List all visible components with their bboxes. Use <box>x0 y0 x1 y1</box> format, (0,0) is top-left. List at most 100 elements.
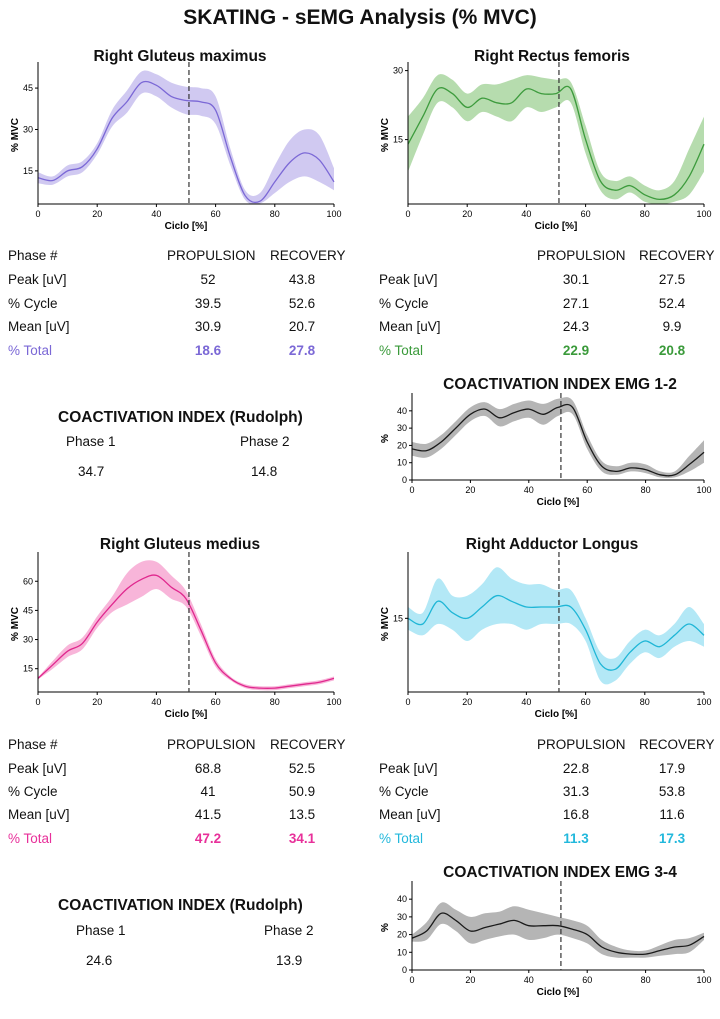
y-tick-label: 20 <box>397 440 407 450</box>
row-label-mean: Mean [uV] <box>379 807 441 822</box>
x-axis-label: Ciclo [%] <box>537 497 580 508</box>
recovery-peak-value: 43.8 <box>288 272 316 287</box>
y-tick-label: 30 <box>23 124 33 134</box>
x-tick-label: 0 <box>35 697 40 707</box>
propulsion-header: PROPULSION <box>537 248 626 263</box>
x-axis-label: Ciclo [%] <box>537 987 580 998</box>
page-title: SKATING - sEMG Analysis (% MVC) <box>183 6 537 29</box>
row-label-cycle: % Cycle <box>8 296 58 311</box>
recovery-peak-value: 52.5 <box>288 761 316 776</box>
propulsion-total-value: 22.9 <box>562 343 590 358</box>
x-tick-label: 20 <box>92 697 102 707</box>
row-label-cycle: % Cycle <box>379 784 429 799</box>
x-tick-label: 100 <box>696 485 711 495</box>
variance-band <box>408 74 704 205</box>
recovery-total-value: 20.8 <box>658 343 686 358</box>
recovery-total-value: 17.3 <box>658 831 686 846</box>
x-tick-label: 40 <box>524 975 534 985</box>
x-tick-label: 40 <box>521 697 531 707</box>
x-tick-label: 20 <box>462 209 472 219</box>
y-tick-label: 30 <box>393 66 403 76</box>
row-label-mean: Mean [uV] <box>379 319 441 334</box>
y-axis-label: % <box>380 923 391 932</box>
row-label-peak: Peak [uV] <box>8 272 67 287</box>
y-tick-label: 0 <box>402 475 407 485</box>
x-tick-label: 100 <box>326 697 341 707</box>
chart-rf: 0 20 40 60 80 100 15 30 Ciclo [%] % MVC <box>380 62 712 232</box>
y-tick-label: 10 <box>397 947 407 957</box>
chart-gmax: 0 20 40 60 80 100 15 30 45 Ciclo [%] % MVC <box>10 62 342 232</box>
recovery-peak-value: 27.5 <box>658 272 686 287</box>
recovery-cycle-value: 52.6 <box>288 296 316 311</box>
y-tick-label: 15 <box>23 664 33 674</box>
recovery-mean-value: 20.7 <box>288 319 316 334</box>
y-tick-label: 60 <box>23 576 33 586</box>
y-tick-label: 40 <box>397 894 407 904</box>
x-tick-label: 40 <box>524 485 534 495</box>
propulsion-peak-value: 68.8 <box>194 761 222 776</box>
row-label-total: % Total <box>379 343 424 358</box>
row-label-peak: Peak [uV] <box>8 761 67 776</box>
x-tick-label: 0 <box>405 697 410 707</box>
x-tick-label: 60 <box>211 697 221 707</box>
row-label-total: % Total <box>8 831 53 846</box>
x-tick-label: 40 <box>151 697 161 707</box>
coactivation-rudolph-title: COACTIVATION INDEX (Rudolph) <box>58 897 303 914</box>
row-label-cycle: % Cycle <box>8 784 58 799</box>
chart-title-gluteus-maximus: Right Gluteus maximus <box>93 48 267 65</box>
row-label-total: % Total <box>8 343 53 358</box>
propulsion-header: PROPULSION <box>167 737 256 752</box>
propulsion-total-value: 47.2 <box>194 831 222 846</box>
y-tick-label: 10 <box>397 458 407 468</box>
variance-band <box>412 902 704 958</box>
phase-2-label: Phase 2 <box>240 434 290 449</box>
propulsion-peak-value: 52 <box>200 272 216 287</box>
variance-band <box>38 560 334 691</box>
recovery-header: RECOVERY <box>639 248 715 263</box>
x-axis-label: Ciclo [%] <box>535 221 578 232</box>
x-tick-label: 20 <box>92 209 102 219</box>
variance-band <box>38 70 334 205</box>
x-tick-label: 60 <box>582 975 592 985</box>
x-tick-label: 60 <box>581 697 591 707</box>
recovery-cycle-value: 52.4 <box>658 296 686 311</box>
row-label-total: % Total <box>379 831 424 846</box>
variance-band <box>412 397 704 479</box>
y-axis-label: % MVC <box>380 607 391 641</box>
row-label-mean: Mean [uV] <box>8 319 70 334</box>
x-tick-label: 0 <box>35 209 40 219</box>
x-tick-label: 20 <box>462 697 472 707</box>
x-tick-label: 0 <box>405 209 410 219</box>
chart-title-coactivation-emg-3-4: COACTIVATION INDEX EMG 3-4 <box>443 864 677 881</box>
propulsion-total-value: 11.3 <box>563 831 589 846</box>
chart-title-coactivation-emg-1-2: COACTIVATION INDEX EMG 1-2 <box>443 376 677 393</box>
chart-title-adductor-longus: Right Adductor Longus <box>465 536 639 553</box>
propulsion-mean-value: 24.3 <box>562 319 590 334</box>
x-tick-label: 80 <box>640 697 650 707</box>
row-label-mean: Mean [uV] <box>8 807 70 822</box>
propulsion-total-value: 18.6 <box>194 343 222 358</box>
row-label-peak: Peak [uV] <box>379 761 438 776</box>
y-tick-label: 0 <box>402 965 407 975</box>
y-axis-label: % MVC <box>380 118 391 152</box>
recovery-cycle-value: 50.9 <box>288 784 316 799</box>
recovery-peak-value: 17.9 <box>658 761 686 776</box>
propulsion-peak-value: 22.8 <box>562 761 590 776</box>
variance-band <box>408 567 704 685</box>
mean-line <box>407 85 705 201</box>
propulsion-header: PROPULSION <box>167 248 256 263</box>
x-tick-label: 80 <box>270 209 280 219</box>
x-tick-label: 60 <box>581 209 591 219</box>
x-tick-label: 80 <box>641 485 651 495</box>
propulsion-cycle-value: 39.5 <box>194 296 222 311</box>
x-tick-label: 100 <box>696 975 711 985</box>
x-tick-label: 60 <box>211 209 221 219</box>
y-tick-label: 45 <box>23 605 33 615</box>
x-tick-label: 80 <box>640 209 650 219</box>
propulsion-mean-value: 41.5 <box>194 807 222 822</box>
y-tick-label: 15 <box>23 166 33 176</box>
y-axis-label: % MVC <box>10 118 21 152</box>
